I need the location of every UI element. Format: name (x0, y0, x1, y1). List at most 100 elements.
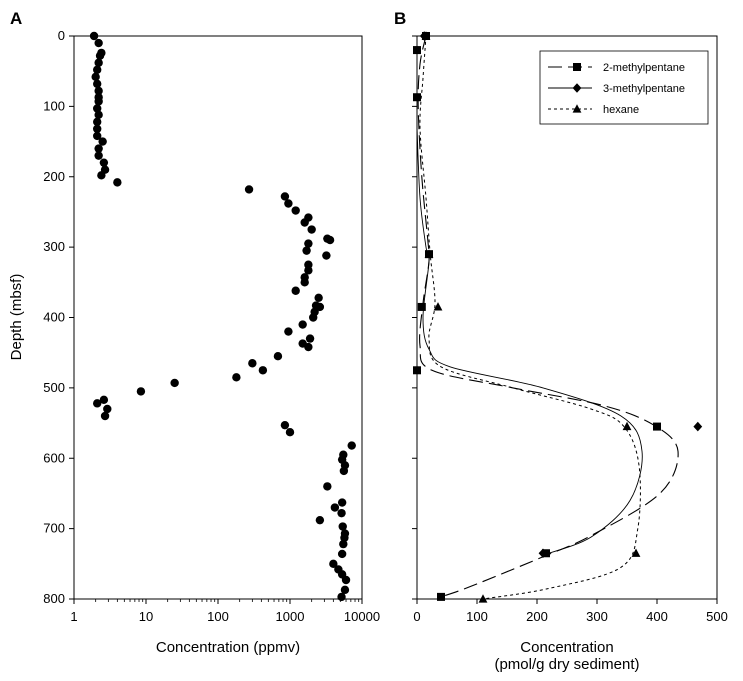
panel-a-data-point (94, 144, 103, 153)
panel-b-point-2-methylpentane (417, 302, 426, 311)
panel-b-point-2-methylpentane (437, 592, 445, 601)
panel-a-data-point (337, 549, 347, 559)
panel-a-data-point (325, 235, 335, 245)
panel-a-data-point (97, 171, 106, 180)
panel-b-point-2-methylpentane (413, 366, 421, 375)
panel-a-data-point (94, 38, 103, 48)
panel-b-point-2-methylpentane (413, 46, 421, 55)
panel-b-point-2-methylpentane (653, 422, 661, 431)
panel-a-data-point (273, 352, 283, 361)
panel-a-data-point (232, 373, 241, 382)
legend-marker-3-methylpentane (572, 83, 582, 93)
panel-a-x-tick-label: 100 (207, 609, 229, 624)
panel-a-y-tick-label: 200 (43, 169, 65, 184)
panel-b-letter: B (394, 9, 406, 28)
panel-b-point-hexane (478, 594, 488, 603)
panel-a-data-point (136, 387, 146, 396)
panel-b-point-hexane (622, 421, 632, 431)
panel-b-x-tick-label: 500 (706, 609, 728, 624)
legend-label-2-methylpentane: 2-methylpentane (603, 62, 685, 74)
panel-a-data-point (305, 334, 315, 343)
panel-b-point-2-methylpentane (413, 93, 421, 102)
panel-a-data-point (280, 192, 290, 201)
panel-a-data-point (337, 592, 346, 602)
panel-a-axes: 0 100 200 300 400 500 600 700 800 1 10 100 1000 10000 (43, 28, 380, 624)
panel-a-x-tick-label: 1 (70, 609, 77, 624)
legend-marker-hexane (572, 104, 582, 113)
panel-b-points (413, 31, 703, 603)
panel-a-data-point (307, 225, 316, 234)
panel-a-data-point (100, 411, 110, 421)
panel-a-data-point (291, 286, 300, 295)
panel-a-data-point (103, 404, 112, 414)
panel-a-data-point (92, 117, 102, 127)
panel-a-data-point (330, 503, 340, 512)
panel-a-y-tick-label: 700 (43, 521, 65, 536)
panel-b-point-3-methylpentane (538, 548, 548, 559)
panel-a-data-point (92, 104, 102, 113)
legend-box (539, 50, 709, 125)
panel-a-data-point (89, 31, 99, 41)
panel-b-axes: 0 100 200 300 400 500 (412, 35, 728, 624)
panel-b-x-axis-title-line-1: Concentration (520, 639, 613, 656)
panel-a-data-point (258, 366, 268, 375)
panel-a-y-tick-label: 300 (43, 239, 65, 254)
panel-b-x-tick-label: 400 (646, 609, 668, 624)
panel-a-data-point (99, 395, 109, 405)
panel-a-data-point (94, 58, 103, 67)
panel-b-x-axis-title-line-2: (pmol/g dry sediment) (494, 656, 639, 673)
panel-a-data-point (244, 185, 254, 194)
panel-a-data-point (92, 399, 102, 408)
panel-b-point-hexane (424, 249, 434, 258)
panel-a-y-tick-label: 600 (43, 450, 65, 465)
panel-b-x-tick-label: 300 (586, 609, 608, 624)
panel-a-data-point (99, 158, 109, 167)
panel-b-x-tick-label: 200 (526, 609, 548, 624)
panel-a-data-point (339, 539, 348, 549)
panel-a-data-point (347, 441, 356, 450)
panel-b-point-hexane (421, 31, 431, 40)
panel-a-data-point (304, 266, 313, 275)
panel-a-y-tick-label: 0 (58, 28, 65, 43)
panel-a-x-tick-label: 10 (139, 609, 153, 624)
panel-a-data-point (92, 124, 102, 134)
panel-a-y-axis-title: Depth (mbsf) (8, 274, 25, 361)
panel-a-y-tick-label: 400 (43, 310, 65, 325)
panel-b-x-tick-label: 0 (413, 609, 420, 624)
panel-a-data-point (92, 65, 102, 74)
panel-a-data-point (95, 51, 105, 60)
panel-a-data-point (94, 151, 103, 160)
panel-a-data-point (94, 86, 103, 96)
panel-a-data-point (94, 97, 103, 106)
panel-a-data-point (248, 359, 257, 368)
panel-b-curve-3-methylpentane (416, 127, 643, 556)
panel-a-data-point (304, 239, 313, 248)
panel-a-letter: A (10, 9, 22, 28)
legend-label-3-methylpentane: 3-methylpentane (603, 83, 685, 95)
panel-a-data-point (337, 498, 347, 507)
panel-a-data-point (285, 428, 295, 437)
panel-a-data-point (98, 137, 107, 146)
panel-a-data-point (92, 131, 102, 141)
panel-a-data-point (315, 302, 325, 312)
panel-a-data-point (302, 246, 311, 255)
panel-a-x-tick-label: 10000 (344, 609, 380, 624)
panel-a-data-point (284, 199, 293, 208)
panel-a-data-point (340, 585, 350, 595)
panel-a-y-tick-label: 500 (43, 380, 65, 395)
panel-a-data-point (113, 178, 122, 187)
panel-a-y-tick-label: 800 (43, 591, 65, 606)
panel-a-data-point (329, 559, 338, 569)
panel-a-data-point (308, 313, 318, 322)
panel-a-data-point (322, 251, 331, 260)
panel-b-curves (416, 35, 679, 600)
legend-marker-2-methylpentane (573, 63, 581, 71)
panel-a-data-point (298, 320, 307, 329)
panel-a-data-point (315, 515, 325, 525)
panel-a-data-point (300, 218, 309, 227)
panel-b: B 0 100 200 300 400 500 Concentration (pmol/g… (394, 9, 728, 673)
legend-items: 2-methylpentane 3-methylpentane hexane (548, 62, 685, 116)
panel-b-x-tick-label: 100 (466, 609, 488, 624)
panel-b-point-hexane (433, 302, 443, 311)
panel-a-data-point (339, 466, 349, 476)
